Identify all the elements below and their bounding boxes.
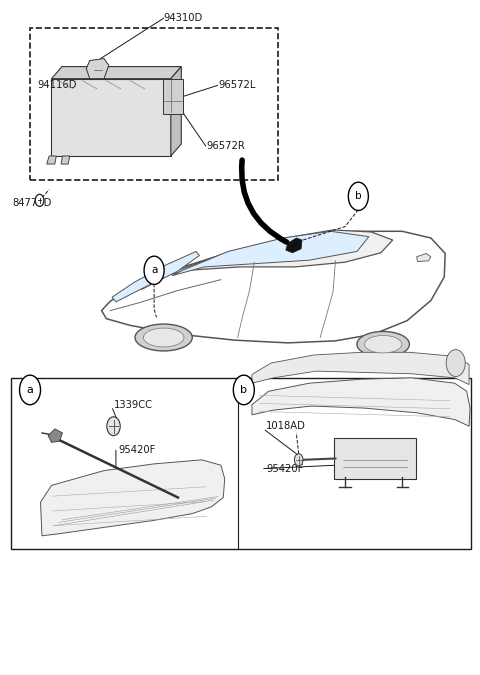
- Ellipse shape: [144, 328, 184, 347]
- Circle shape: [233, 375, 254, 405]
- Polygon shape: [102, 232, 445, 343]
- Ellipse shape: [364, 335, 402, 353]
- Polygon shape: [40, 460, 225, 536]
- Text: a: a: [26, 385, 34, 395]
- Text: 1018AD: 1018AD: [266, 421, 306, 431]
- Text: 96572L: 96572L: [218, 80, 256, 90]
- Polygon shape: [134, 230, 393, 289]
- Polygon shape: [51, 79, 171, 156]
- Polygon shape: [171, 67, 181, 156]
- Polygon shape: [86, 59, 109, 79]
- Text: 84777D: 84777D: [12, 198, 51, 208]
- Text: a: a: [151, 265, 157, 275]
- Ellipse shape: [357, 331, 409, 357]
- Ellipse shape: [135, 324, 192, 351]
- Text: 96572R: 96572R: [206, 141, 245, 151]
- Polygon shape: [286, 238, 302, 253]
- Text: 95420F: 95420F: [266, 464, 304, 474]
- Circle shape: [20, 375, 40, 405]
- Polygon shape: [172, 232, 369, 275]
- Polygon shape: [252, 378, 470, 426]
- Circle shape: [144, 256, 164, 284]
- Text: b: b: [240, 385, 247, 395]
- Polygon shape: [252, 352, 469, 385]
- Polygon shape: [61, 156, 70, 164]
- Polygon shape: [417, 254, 431, 261]
- Text: 1339CC: 1339CC: [114, 400, 153, 410]
- Circle shape: [107, 417, 120, 435]
- Text: 94310D: 94310D: [163, 14, 203, 23]
- Circle shape: [294, 454, 303, 466]
- Circle shape: [348, 182, 368, 211]
- FancyBboxPatch shape: [30, 28, 278, 180]
- Polygon shape: [51, 67, 181, 79]
- Polygon shape: [48, 429, 62, 442]
- Text: 94116D: 94116D: [37, 80, 77, 90]
- FancyBboxPatch shape: [334, 438, 416, 479]
- Polygon shape: [47, 156, 56, 164]
- FancyBboxPatch shape: [163, 79, 183, 113]
- Circle shape: [446, 350, 465, 377]
- Polygon shape: [112, 252, 199, 302]
- Text: 95420F: 95420F: [118, 446, 156, 456]
- Bar: [11, 378, 471, 549]
- Text: b: b: [355, 191, 361, 201]
- Circle shape: [35, 194, 44, 207]
